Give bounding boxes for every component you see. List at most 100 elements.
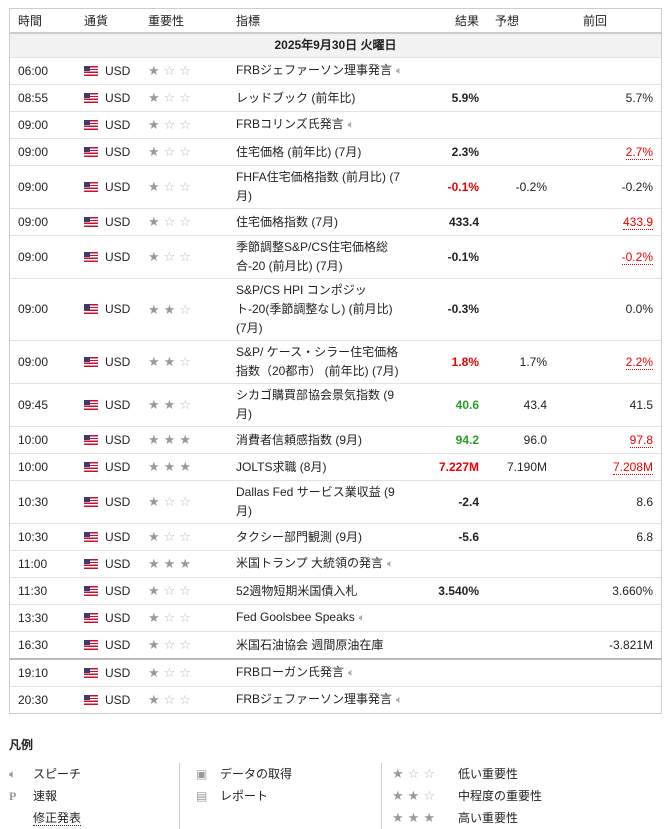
event-name[interactable]: 52週物短期米国債入札: [236, 583, 358, 598]
event-name-cell[interactable]: タクシー部門観測 (9月): [228, 523, 411, 551]
event-name-cell[interactable]: FRBローガン氏発言 🔈︎: [228, 658, 411, 687]
forecast-value: -0.2%: [487, 165, 555, 209]
previous-text: 433.9: [622, 214, 653, 230]
event-name[interactable]: 住宅価格 (前年比) (7月): [236, 144, 362, 159]
currency: USD: [105, 610, 131, 625]
importance: ★ ☆ ☆: [140, 523, 228, 551]
event-row[interactable]: 09:00 USD ★ ☆ ☆ FHFA住宅価格指数 (前月比) (7月) -0.1…: [10, 165, 661, 209]
event-row[interactable]: 10:00 USD ★ ★ ★ JOLTS求職 (8月) 7.227M 7.190M…: [10, 453, 661, 481]
event-row[interactable]: 09:00 USD ★ ☆ ☆ 住宅価格指数 (7月) 433.4 433.9: [10, 208, 661, 236]
actual-value: 433.4: [411, 208, 487, 236]
event-name-cell[interactable]: 住宅価格指数 (7月): [228, 208, 411, 236]
event-name[interactable]: FRBジェファーソン理事発言: [236, 63, 393, 77]
previous-value: [555, 550, 661, 578]
star-filled-icon: ★: [163, 397, 176, 412]
event-row[interactable]: 09:00 USD ★ ★ ☆ S&P/ ケース・シラー住宅価格指数（20都市） (…: [10, 340, 661, 384]
event-name[interactable]: タクシー部門観測 (9月): [236, 529, 363, 544]
event-name[interactable]: JOLTS求職 (8月): [236, 459, 327, 474]
event-name[interactable]: 消費者信頼感指数 (9月): [236, 432, 363, 447]
event-row[interactable]: 13:30 USD ★ ☆ ☆ Fed Goolsbee Speaks 🔈︎: [10, 604, 661, 632]
event-name-cell[interactable]: 52週物短期米国債入札: [228, 577, 411, 605]
event-row[interactable]: 11:30 USD ★ ☆ ☆ 52週物短期米国債入札 3.540% 3.660%: [10, 577, 661, 605]
event-row[interactable]: 09:00 USD ★ ★ ☆ S&P/CS HPI コンポジット-20(季節調整な…: [10, 278, 661, 341]
previous-value: 0.0%: [555, 278, 661, 341]
event-name-cell[interactable]: 季節調整S&P/CS住宅価格総合‐20 (前月比) (7月): [228, 235, 411, 279]
event-name[interactable]: FRBコリンズ氏発言: [236, 117, 344, 131]
star-empty-icon: ☆: [179, 494, 191, 509]
event-name-cell[interactable]: 住宅価格 (前年比) (7月): [228, 138, 411, 166]
event-row[interactable]: 09:00 USD ★ ☆ ☆ 季節調整S&P/CS住宅価格総合‐20 (前月比) …: [10, 235, 661, 279]
event-row[interactable]: 19:10 USD ★ ☆ ☆ FRBローガン氏発言 🔈︎: [10, 658, 661, 687]
event-name[interactable]: 米国トランプ 大統領の発言: [236, 556, 383, 570]
star-filled-icon: ★: [179, 432, 191, 447]
event-name-cell[interactable]: FHFA住宅価格指数 (前月比) (7月): [228, 165, 411, 209]
star-filled-icon: ★: [148, 529, 160, 544]
previous-value: 6.8: [555, 523, 661, 551]
star-empty-icon: ☆: [163, 214, 176, 229]
date-label: 2025年9月30日 火曜日: [10, 32, 661, 58]
table-header: 時間 通貨 重要性 指標 結果 予想 前回: [10, 9, 661, 34]
us-flag-icon: [84, 694, 98, 705]
event-name-cell[interactable]: レッドブック (前年比): [228, 84, 411, 112]
event-name[interactable]: Dallas Fed サービス業収益 (9月): [236, 485, 395, 518]
event-name-cell[interactable]: シカゴ購買部協会景気指数 (9月): [228, 383, 411, 427]
star-filled-icon: ★: [148, 214, 160, 229]
event-name[interactable]: 季節調整S&P/CS住宅価格総合‐20 (前月比) (7月): [236, 240, 389, 273]
event-name-cell[interactable]: Dallas Fed サービス業収益 (9月): [228, 480, 411, 524]
actual-value: 2.3%: [411, 138, 487, 166]
event-name-cell[interactable]: 米国石油協会 週間原油在庫: [228, 631, 411, 659]
event-name-cell[interactable]: 消費者信頼感指数 (9月): [228, 426, 411, 454]
actual-text: 40.6: [455, 397, 479, 412]
event-time: 10:00: [10, 426, 76, 454]
previous-value: 2.2%: [555, 340, 661, 384]
star-filled-icon: ★: [179, 459, 191, 474]
event-name-cell[interactable]: FRBジェファーソン理事発言 🔈︎: [228, 57, 411, 85]
actual-value: -2.4: [411, 480, 487, 524]
event-name-cell[interactable]: S&P/ ケース・シラー住宅価格指数（20都市） (前年比) (7月): [228, 340, 411, 384]
previous-value: -0.2%: [555, 165, 661, 209]
event-row[interactable]: 11:00 USD ★ ★ ★ 米国トランプ 大統領の発言 🔈︎: [10, 550, 661, 578]
importance: ★ ★ ★: [140, 453, 228, 481]
event-row[interactable]: 16:30 USD ★ ☆ ☆ 米国石油協会 週間原油在庫 -3.821M: [10, 631, 661, 659]
previous-value: [555, 658, 661, 687]
event-name[interactable]: FRBジェファーソン理事発言: [236, 692, 393, 706]
event-name[interactable]: FRBローガン氏発言: [236, 665, 345, 679]
event-name[interactable]: S&P/ ケース・シラー住宅価格指数（20都市） (前年比) (7月): [236, 345, 399, 378]
speaker-icon: 🔈︎: [348, 667, 355, 679]
event-name[interactable]: Fed Goolsbee Speaks: [236, 610, 355, 624]
star-empty-icon: ☆: [163, 144, 176, 159]
event-name[interactable]: シカゴ購買部協会景気指数 (9月): [236, 388, 395, 421]
currency-cell: USD: [76, 604, 140, 632]
event-name-cell[interactable]: FRBコリンズ氏発言 🔈︎: [228, 111, 411, 139]
event-name[interactable]: 米国石油協会 週間原油在庫: [236, 637, 384, 652]
event-row[interactable]: 08:55 USD ★ ☆ ☆ レッドブック (前年比) 5.9% 5.7%: [10, 84, 661, 112]
event-row[interactable]: 20:30 USD ★ ☆ ☆ FRBジェファーソン理事発言 🔈︎: [10, 686, 661, 713]
event-row[interactable]: 09:00 USD ★ ☆ ☆ 住宅価格 (前年比) (7月) 2.3% 2.7%: [10, 138, 661, 166]
event-name-cell[interactable]: Fed Goolsbee Speaks 🔈︎: [228, 604, 411, 632]
event-name-cell[interactable]: S&P/CS HPI コンポジット-20(季節調整なし) (前月比) (7月): [228, 278, 411, 341]
forecast-value: [487, 57, 555, 85]
event-row[interactable]: 09:00 USD ★ ☆ ☆ FRBコリンズ氏発言 🔈︎: [10, 111, 661, 139]
event-row[interactable]: 10:00 USD ★ ★ ★ 消費者信頼感指数 (9月) 94.2 96.0 97…: [10, 426, 661, 454]
importance: ★ ☆ ☆: [140, 604, 228, 632]
currency-cell: USD: [76, 235, 140, 279]
event-name-cell[interactable]: FRBジェファーソン理事発言 🔈︎: [228, 686, 411, 713]
importance: ★ ☆ ☆: [140, 235, 228, 279]
forecast-value: 7.190M: [487, 453, 555, 481]
currency: USD: [105, 692, 131, 707]
event-name[interactable]: S&P/CS HPI コンポジット-20(季節調整なし) (前月比) (7月): [236, 283, 393, 335]
event-name[interactable]: 住宅価格指数 (7月): [236, 214, 339, 229]
event-row[interactable]: 10:30 USD ★ ☆ ☆ タクシー部門観測 (9月) -5.6 6.8: [10, 523, 661, 551]
star-filled-icon: ★: [148, 556, 160, 571]
event-row[interactable]: 10:30 USD ★ ☆ ☆ Dallas Fed サービス業収益 (9月) -2…: [10, 480, 661, 524]
event-name-cell[interactable]: JOLTS求職 (8月): [228, 453, 411, 481]
previous-value: 2.7%: [555, 138, 661, 166]
star-empty-icon: ☆: [163, 63, 176, 78]
event-row[interactable]: 09:45 USD ★ ★ ☆ シカゴ購買部協会景気指数 (9月) 40.6 43.…: [10, 383, 661, 427]
event-name[interactable]: FHFA住宅価格指数 (前月比) (7月): [236, 170, 400, 203]
event-row[interactable]: 06:00 USD ★ ☆ ☆ FRBジェファーソン理事発言 🔈︎: [10, 57, 661, 85]
event-name[interactable]: レッドブック (前年比): [236, 90, 356, 105]
event-name-cell[interactable]: 米国トランプ 大統領の発言 🔈︎: [228, 550, 411, 578]
currency-cell: USD: [76, 278, 140, 341]
actual-value: 5.9%: [411, 84, 487, 112]
